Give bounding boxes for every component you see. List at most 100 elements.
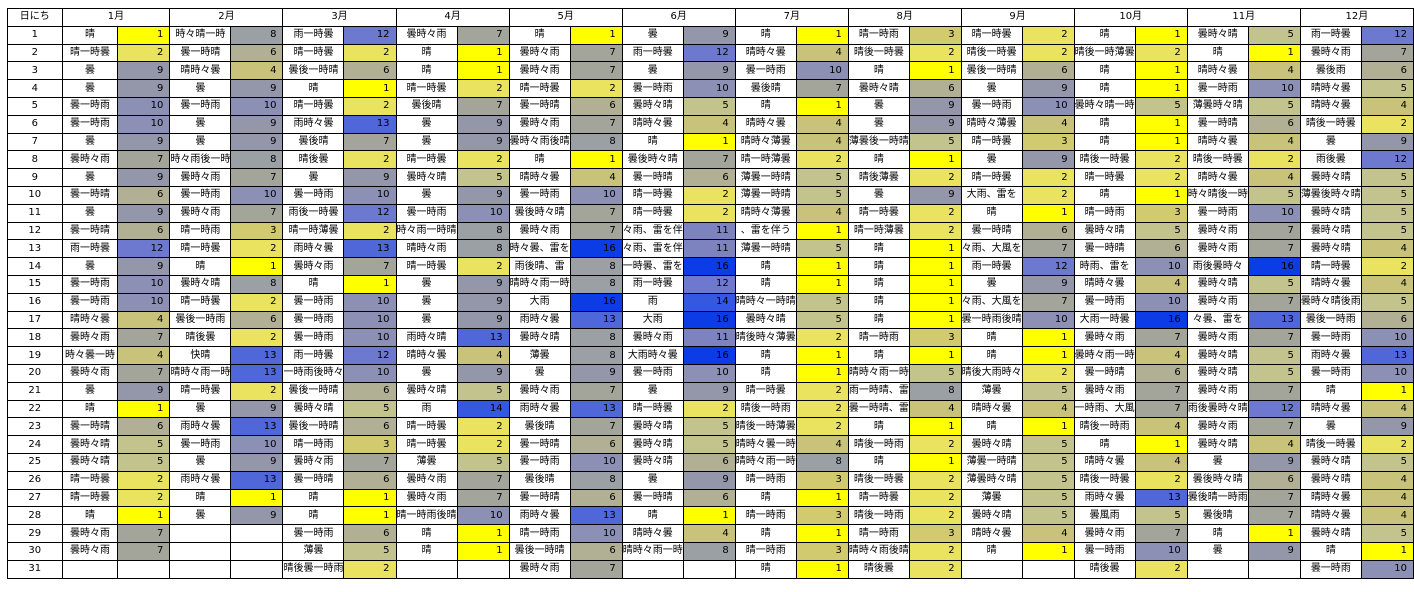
weather-cell: 曇時々雨 bbox=[61, 541, 119, 561]
code-cell: 7 bbox=[1247, 381, 1301, 401]
weather-cell: 晴 bbox=[847, 257, 910, 276]
table-row: 31 晴後曇一時雨 2 曇時々雨 7 晴 1 晴後曇 2 晴後曇 2 曇一時雨 10 bbox=[7, 559, 1414, 579]
code-cell: 6 bbox=[682, 488, 736, 508]
code-cell: 5 bbox=[1247, 363, 1301, 383]
weather-cell: 曇 bbox=[395, 292, 458, 312]
code-cell: 9 bbox=[230, 506, 284, 526]
weather-cell: 曇 bbox=[61, 61, 119, 81]
weather-cell: 曇時々晴 bbox=[1299, 203, 1362, 223]
weather-cell: 曇後一時晴 bbox=[282, 61, 345, 81]
code-cell: 10 bbox=[117, 274, 171, 294]
code-cell: 9 bbox=[1360, 417, 1414, 437]
code-cell: 2 bbox=[795, 328, 849, 348]
code-cell: 7 bbox=[569, 43, 623, 63]
weather-cell: 晴一時曇 bbox=[61, 488, 119, 508]
weather-cell: 晴一時曇 bbox=[1299, 257, 1362, 276]
code-cell: 4 bbox=[682, 114, 736, 134]
weather-cell: 晴時々雨後晴 bbox=[847, 541, 910, 561]
code-cell: 11 bbox=[682, 239, 736, 259]
code-cell: 5 bbox=[117, 435, 171, 454]
weather-cell: 曇時々雨 bbox=[1186, 328, 1249, 348]
weather-cell: 雨時々曇 bbox=[169, 417, 232, 437]
weather-cell: 晴後曇 bbox=[847, 559, 910, 579]
code-cell: 1 bbox=[1360, 541, 1414, 561]
code-cell: 5 bbox=[1021, 435, 1075, 454]
code-cell: 9 bbox=[456, 132, 510, 152]
weather-cell: 晴 bbox=[621, 506, 684, 526]
weather-cell: 曇一時雨 bbox=[282, 185, 345, 205]
weather-cell: 曇時々雨一時 bbox=[1073, 346, 1136, 365]
weather-cell bbox=[960, 559, 1023, 579]
code-cell: 7 bbox=[569, 221, 623, 241]
weather-cell: 曇後一時晴 bbox=[282, 417, 345, 437]
day-cell: 18 bbox=[7, 328, 63, 348]
code-cell: 6 bbox=[569, 435, 623, 454]
weather-cell: 雨後一時曇 bbox=[282, 203, 345, 223]
weather-cell: 晴時々薄曇 bbox=[734, 132, 797, 152]
day-cell: 17 bbox=[7, 310, 63, 330]
weather-cell: 曇時々晴 bbox=[1186, 25, 1249, 45]
code-cell: 9 bbox=[908, 114, 962, 134]
code-cell: 2 bbox=[569, 79, 623, 98]
weather-cell: 晴 bbox=[1073, 185, 1136, 205]
code-cell: 8 bbox=[682, 541, 736, 561]
day-cell: 26 bbox=[7, 470, 63, 490]
weather-cell: 晴後曇 bbox=[282, 150, 345, 170]
weather-cell: 晴 bbox=[282, 506, 345, 526]
code-cell: 16 bbox=[682, 346, 736, 365]
weather-cell: 晴一時雨 bbox=[282, 435, 345, 454]
weather-cell: 曇 bbox=[847, 114, 910, 134]
day-cell: 5 bbox=[7, 96, 63, 116]
code-cell: 6 bbox=[343, 381, 397, 401]
weather-table: 日にち 1月 2月 3月 4月 5月 6月 7月 8月 9月 10月 11月 12月 1 晴 1 時々晴一時… bbox=[7, 8, 1414, 579]
weather-cell: 雨後晴、雷 bbox=[508, 257, 571, 276]
weather-cell: 晴一時薄曇 bbox=[282, 221, 345, 241]
code-cell: 1 bbox=[795, 488, 849, 508]
code-cell: 4 bbox=[1360, 506, 1414, 526]
day-cell: 22 bbox=[7, 399, 63, 419]
code-cell: 1 bbox=[795, 274, 849, 294]
code-cell: 4 bbox=[1247, 132, 1301, 152]
weather-cell: 曇一時雨 bbox=[508, 452, 571, 472]
code-cell: 9 bbox=[456, 274, 510, 294]
weather-cell: 薄曇 bbox=[395, 452, 458, 472]
code-cell: 6 bbox=[343, 417, 397, 437]
code-cell: 6 bbox=[1021, 221, 1075, 241]
code-cell: 10 bbox=[343, 363, 397, 383]
code-cell: 1 bbox=[456, 61, 510, 81]
weather-cell: 曇時々雨 bbox=[169, 203, 232, 223]
weather-cell: 晴時々曇 bbox=[1299, 488, 1362, 508]
code-cell: 13 bbox=[230, 363, 284, 383]
weather-cell: 曇一時晴 bbox=[169, 43, 232, 63]
table-row: 11 曇 9 曇時々雨 7 雨後一時曇 12 曇一時雨 10 曇後時々晴 7 晴一時曇 2 晴時々薄曇 4 晴… bbox=[7, 203, 1414, 223]
code-cell: 12 bbox=[1360, 150, 1414, 170]
code-cell: 4 bbox=[117, 346, 171, 365]
weather-cell: 曇 bbox=[621, 381, 684, 401]
code-cell: 6 bbox=[1247, 470, 1301, 490]
weather-cell: 晴時々雨一時 bbox=[734, 452, 797, 472]
weather-cell: 曇 bbox=[960, 274, 1023, 294]
table-row: 4 曇 9 曇 9 晴 1 晴一時曇 2 晴一時曇 2 曇一時雨 10 曇後晴 7 曇時々晴 6 曇 9 晴 1 曇一時雨… bbox=[7, 79, 1414, 98]
table-row: 13 雨一時曇 12 晴一時曇 2 雨時々曇 13 晴時々雨 8 時々曇、雷を 16 々雨、雷を伴 11… bbox=[7, 239, 1414, 259]
weather-cell: 晴後曇 bbox=[169, 328, 232, 348]
code-cell: 1 bbox=[908, 150, 962, 170]
table-row: 2 晴一時曇 2 曇一時晴 6 晴一時曇 2 晴 1 曇時々雨 7 雨一時曇 12 晴時々曇 4 晴後一時曇 2… bbox=[7, 43, 1414, 63]
weather-cell: 晴一時曇 bbox=[1073, 168, 1136, 187]
weather-cell: 晴時々曇 bbox=[1186, 61, 1249, 81]
weather-cell: 晴 bbox=[734, 346, 797, 365]
weather-cell: 晴一時曇 bbox=[960, 132, 1023, 152]
weather-cell: 曇時々晴 bbox=[1186, 363, 1249, 383]
code-cell: 5 bbox=[1247, 185, 1301, 205]
weather-cell: 晴時々曇 bbox=[1186, 132, 1249, 152]
weather-cell: 時々雨一時晴 bbox=[395, 221, 458, 241]
table-row: 5 曇一時雨 10 曇一時雨 10 晴一時曇 2 曇後晴 7 曇一時晴 6 曇時々晴 5 晴 1 曇 9 曇一時雨… bbox=[7, 96, 1414, 116]
weather-cell bbox=[61, 559, 119, 579]
weather-cell: 晴一時曇 bbox=[395, 257, 458, 276]
weather-cell: 晴時々雨一時 bbox=[847, 363, 910, 383]
code-cell: 10 bbox=[117, 114, 171, 134]
weather-cell: 曇一時雨 bbox=[395, 203, 458, 223]
code-cell: 10 bbox=[230, 435, 284, 454]
weather-cell: 晴後時々薄曇 bbox=[734, 328, 797, 348]
weather-cell: 曇時々晴後雨 bbox=[1299, 292, 1362, 312]
table-row: 7 曇 9 曇 9 曇後晴 7 曇 9 曇時々雨後晴 8 晴 1 晴時々薄曇 4 薄曇後一時晴 5 晴一時曇 3 晴 1… bbox=[7, 132, 1414, 152]
